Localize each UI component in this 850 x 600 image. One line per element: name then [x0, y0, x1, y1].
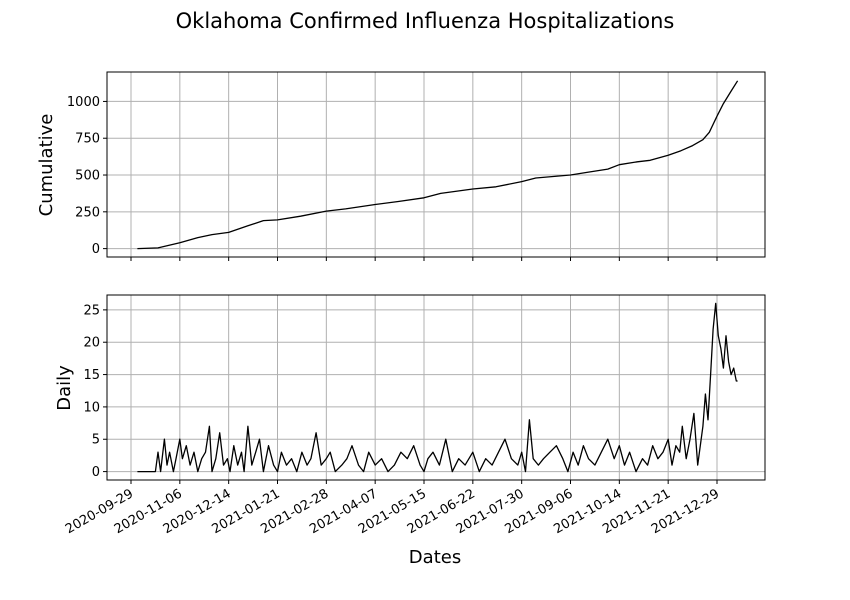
y-tick-label: 250 [75, 205, 100, 220]
y-tick-label: 20 [83, 336, 100, 351]
cumulative-panel: 0 250 500 750 1000 [67, 71, 766, 261]
y-tick-label: 750 [75, 132, 100, 147]
x-axis-label: Dates [409, 547, 461, 568]
y-axis-label-cumulative: Cumulative [36, 114, 57, 217]
y-tick-label: 0 [92, 465, 100, 480]
series-line [137, 80, 739, 250]
chart-title: Oklahoma Confirmed Influenza Hospitaliza… [176, 9, 675, 33]
y-tick-label: 500 [75, 169, 100, 184]
y-tick-label: 1000 [67, 95, 100, 110]
series-line [137, 302, 738, 473]
y-tick-label: 25 [83, 303, 100, 318]
y-tick-label: 0 [92, 242, 100, 257]
y-tick-label: 10 [83, 400, 100, 415]
plot-frame [106, 294, 766, 481]
y-axis-label-daily: Daily [54, 365, 75, 411]
x-axis: 2020-09-292020-11-062020-12-142021-01-21… [63, 486, 722, 537]
daily-panel: 0 5 10 15 20 25 [83, 294, 766, 484]
y-tick-label: 5 [92, 433, 100, 448]
plot-frame [106, 71, 766, 258]
y-tick-label: 15 [83, 368, 100, 383]
